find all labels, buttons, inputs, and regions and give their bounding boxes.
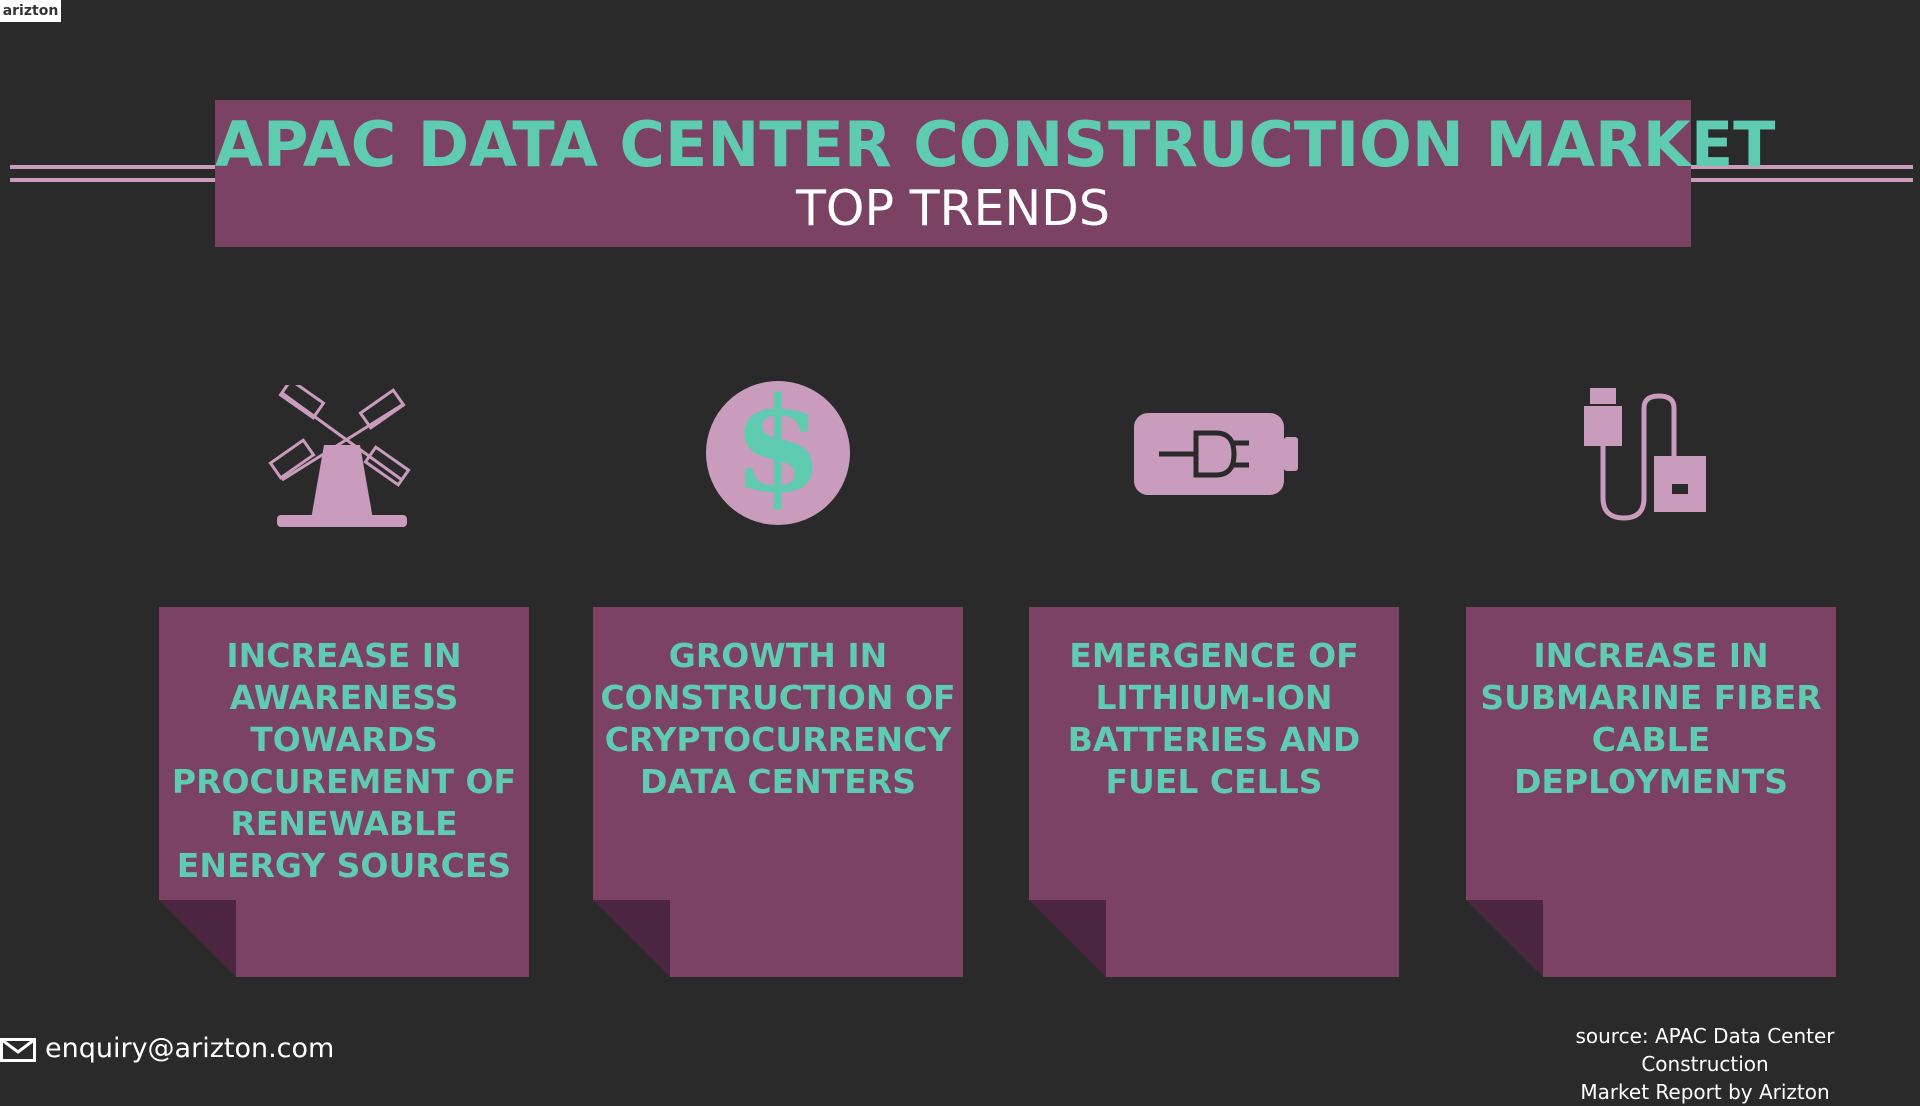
fold-corner: [1466, 900, 1543, 977]
trend-line: AWARENESS: [229, 678, 459, 717]
svg-text:$: $: [733, 381, 823, 522]
fold: [159, 900, 236, 977]
mail-icon: [0, 1038, 36, 1062]
trend-line: DEPLOYMENTS: [1513, 762, 1789, 801]
trend-text: EMERGENCE OF LITHIUM-ION BATTERIES AND FUEL…: [1029, 635, 1399, 803]
fold: [1029, 900, 1106, 977]
subtitle: TOP TRENDS: [795, 180, 1111, 237]
trend-card: EMERGENCE OF LITHIUM-ION BATTERIES AND FUEL…: [1029, 607, 1399, 977]
title-banner: APAC DATA CENTER CONSTRUCTION MARKET TOP…: [215, 100, 1776, 247]
cable-icon: [1584, 388, 1706, 521]
trend-text: INCREASE IN SUBMARINE FIBER CABLE DEPLOYMEN…: [1466, 635, 1836, 803]
windmill-icon: [268, 385, 411, 527]
trend-text: INCREASE IN AWARENESS TOWARDS PROCUREMENT O…: [159, 635, 529, 887]
rule: [10, 165, 215, 169]
trend-line: PROCUREMENT OF: [171, 762, 517, 801]
fold: [593, 900, 670, 977]
email: enquiry@arizton.com: [45, 1033, 335, 1064]
rule: [1691, 165, 1913, 169]
fold: [1466, 900, 1543, 977]
trend-line: EMERGENCE OF: [1069, 636, 1359, 675]
trend-card: GROWTH IN CONSTRUCTION OF CRYPTOCURRENCY DA…: [593, 607, 963, 977]
fold-corner: [1029, 900, 1106, 977]
trend-line: DATA CENTERS: [640, 762, 916, 801]
title: APAC DATA CENTER CONSTRUCTION MARKET: [215, 108, 1776, 181]
trend-card: INCREASE IN SUBMARINE FIBER CABLE DEPLOYMEN…: [1466, 607, 1836, 977]
trend-line: CONSTRUCTION OF: [600, 678, 956, 717]
trend-text: GROWTH IN CONSTRUCTION OF CRYPTOCURRENCY DA…: [593, 635, 963, 803]
trend-line: SUBMARINE FIBER: [1480, 678, 1822, 717]
rule: [10, 178, 215, 182]
trend-line: FUEL CELLS: [1105, 762, 1323, 801]
trend-line: LITHIUM-ION: [1095, 678, 1333, 717]
trend-line: TOWARDS: [250, 720, 438, 759]
logo: arizton: [0, 0, 61, 22]
trend-line: CABLE: [1591, 720, 1711, 759]
dollar-icon: $: [706, 381, 850, 525]
battery-icon: [1134, 413, 1298, 495]
trend-line: BATTERIES AND: [1067, 720, 1361, 759]
trend-line: RENEWABLE: [230, 804, 458, 843]
source-line: Market Report by Arizton: [1580, 1080, 1830, 1104]
fold-corner: [159, 900, 236, 977]
trend-line: ENERGY SOURCES: [176, 846, 512, 885]
trend-line: CRYPTOCURRENCY: [604, 720, 952, 759]
fold-corner: [593, 900, 670, 977]
rule: [1691, 178, 1913, 182]
trend-card: INCREASE IN AWARENESS TOWARDS PROCUREMENT O…: [159, 607, 529, 977]
trend-line: GROWTH IN: [668, 636, 888, 675]
source-note: source: APAC Data Center Construction Mar…: [1510, 1022, 1900, 1106]
source-line: source: APAC Data Center Construction: [1575, 1024, 1835, 1076]
trend-line: INCREASE IN: [1533, 636, 1769, 675]
trend-line: INCREASE IN: [226, 636, 462, 675]
